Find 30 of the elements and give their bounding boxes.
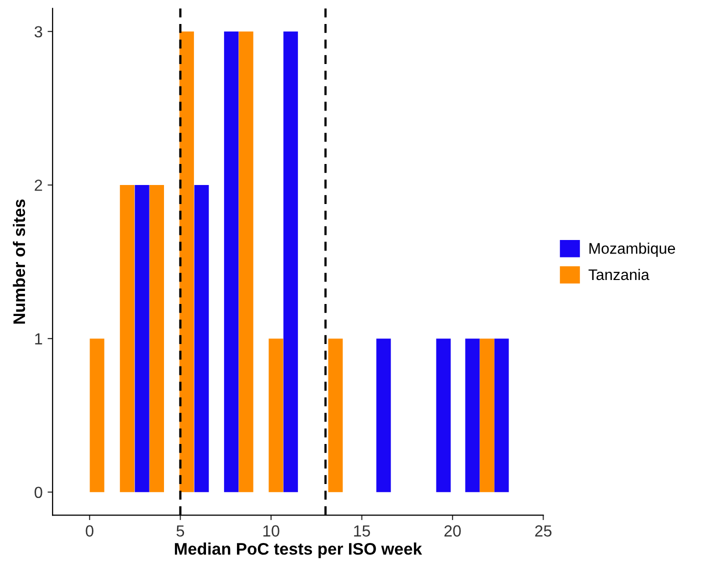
legend-label: Tanzania bbox=[588, 268, 650, 280]
x-tick-label: 0 bbox=[86, 525, 94, 537]
y-axis-title: Number of sites bbox=[12, 200, 26, 324]
bar bbox=[120, 185, 134, 492]
bar bbox=[283, 31, 298, 492]
x-axis-title: Median PoC tests per ISO week bbox=[174, 542, 422, 558]
bar bbox=[238, 31, 254, 492]
bar bbox=[328, 338, 343, 492]
bar bbox=[194, 185, 209, 492]
bar bbox=[149, 185, 164, 492]
bar bbox=[436, 338, 451, 492]
y-tick-label: 3 bbox=[34, 26, 42, 38]
bar bbox=[179, 31, 194, 492]
y-tick-label: 1 bbox=[35, 333, 42, 344]
bar bbox=[224, 31, 239, 492]
bar bbox=[465, 338, 480, 492]
bar bbox=[376, 338, 391, 492]
x-tick-label: 15 bbox=[354, 525, 370, 537]
y-tick-label: 2 bbox=[34, 180, 42, 191]
legend-label: Mozambique bbox=[589, 242, 676, 257]
x-tick-label: 25 bbox=[535, 525, 552, 537]
bar bbox=[90, 338, 104, 492]
x-tick-label: 10 bbox=[263, 525, 280, 537]
y-tick-label: 0 bbox=[34, 486, 42, 498]
x-tick-label: 5 bbox=[176, 525, 184, 537]
bar bbox=[134, 185, 150, 492]
x-tick-label: 20 bbox=[444, 525, 461, 537]
bar bbox=[494, 338, 509, 492]
bar bbox=[480, 338, 494, 492]
bar bbox=[268, 338, 284, 492]
